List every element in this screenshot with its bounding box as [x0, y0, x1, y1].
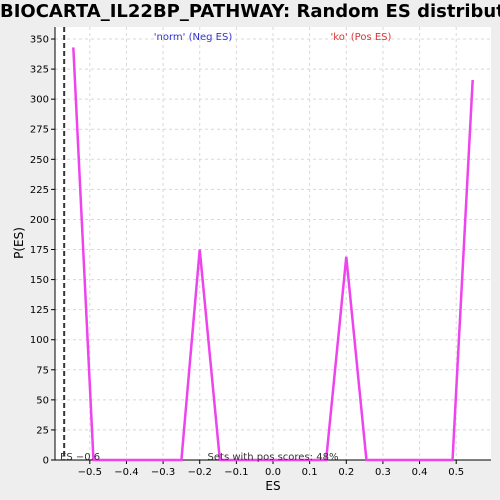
x-tick-label: −0.5 — [78, 467, 102, 478]
neg-es-label: 'norm' (Neg ES) — [154, 32, 233, 43]
pos-score-label: Sets with pos scores: 48% — [208, 452, 339, 463]
chart-title: BIOCARTA_IL22BP_PATHWAY: Random ES distr… — [0, 1, 500, 22]
y-tick-label: 150 — [30, 275, 49, 286]
y-tick-label: 300 — [30, 95, 49, 106]
pos-es-label: 'ko' (Pos ES) — [331, 32, 392, 43]
x-tick-label: 0.2 — [338, 467, 354, 478]
y-tick-label: 50 — [36, 395, 49, 406]
y-tick-label: 225 — [30, 185, 49, 196]
y-tick-label: 325 — [30, 65, 49, 76]
x-tick-label: −0.2 — [188, 467, 212, 478]
axes: 0 25 50 75 100 125 150 175 200 225 250 275 300 325 350… — [30, 27, 491, 478]
x-tick-label: −0.4 — [114, 467, 138, 478]
x-tick-label: 0.0 — [265, 467, 281, 478]
x-tick-label: −0.3 — [151, 467, 175, 478]
y-tick-label: 0 — [43, 456, 49, 467]
x-tick-label: 0.4 — [412, 467, 428, 478]
y-tick-label: 350 — [30, 35, 49, 46]
distribution-line — [72, 47, 474, 462]
y-axis-label: P(ES) — [12, 227, 26, 259]
x-tick-label: 0.1 — [302, 467, 318, 478]
x-tick-label: 0.3 — [375, 467, 391, 478]
y-tick-label: 100 — [30, 335, 49, 346]
y-tick-label: 275 — [30, 125, 49, 136]
x-tick-label: −0.1 — [224, 467, 248, 478]
series-layer — [63, 27, 474, 462]
y-tick-label: 75 — [36, 365, 49, 376]
y-tick-label: 25 — [36, 425, 49, 436]
y-tick-label: 250 — [30, 155, 49, 166]
x-tick-label: 0.5 — [448, 467, 464, 478]
x-axis-label: ES — [265, 479, 280, 493]
y-tick-label: 200 — [30, 215, 49, 226]
y-tick-label: 125 — [30, 305, 49, 316]
y-tick-label: 175 — [30, 245, 49, 256]
es-value-label: ES −0.6 — [60, 452, 100, 463]
